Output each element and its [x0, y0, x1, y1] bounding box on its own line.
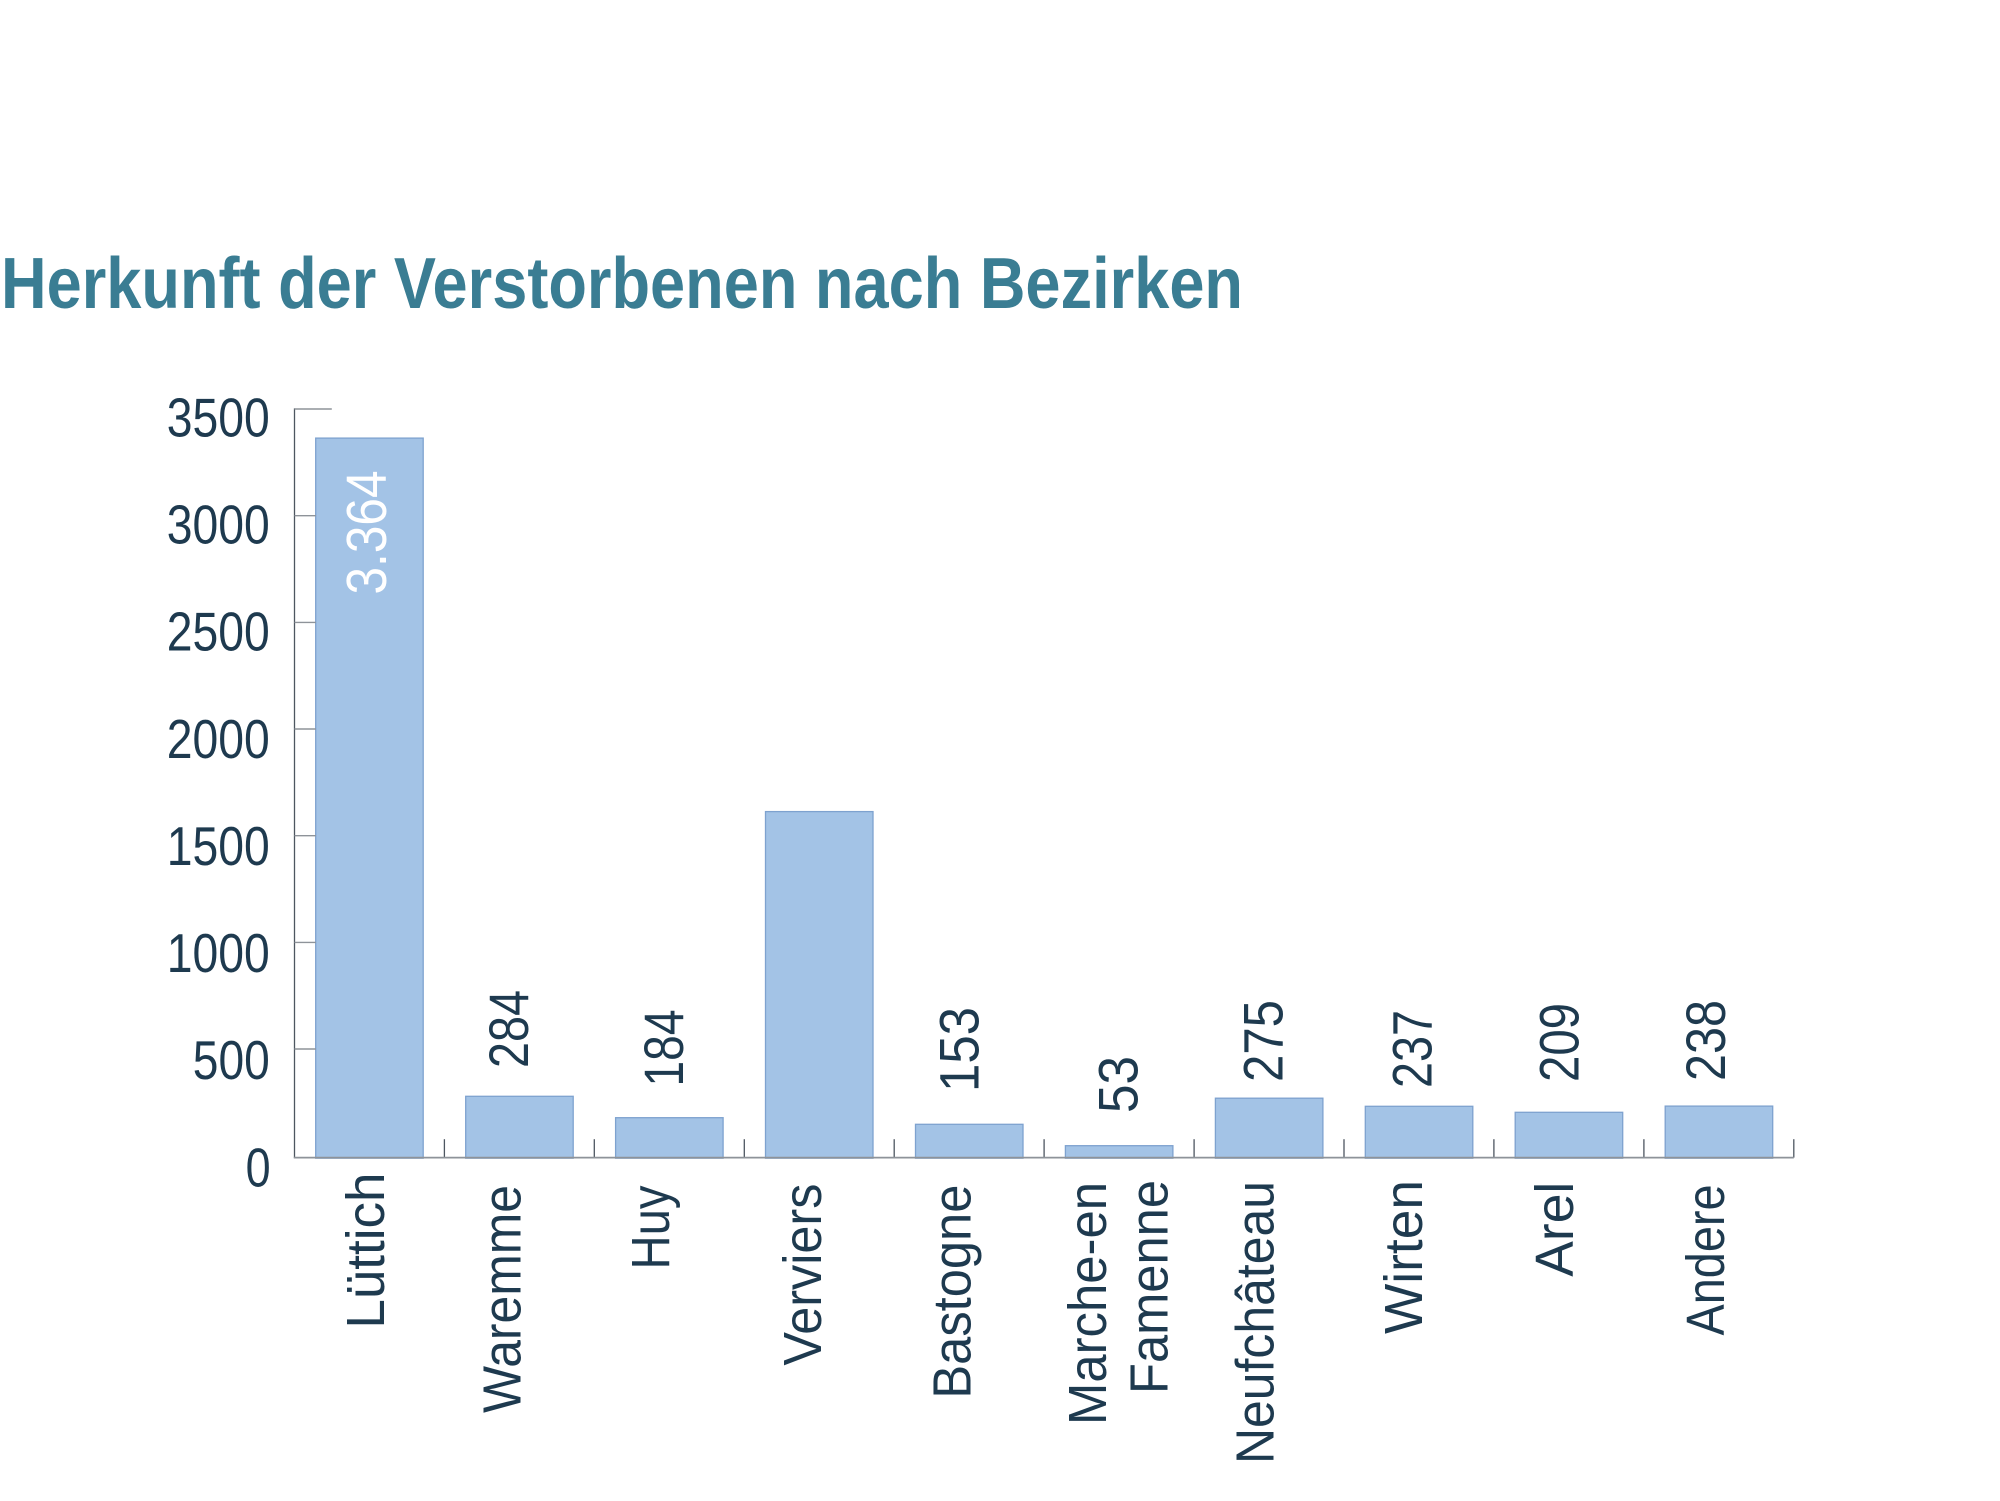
svg-text:Verviers: Verviers [774, 1184, 833, 1366]
svg-text:184: 184 [633, 1010, 695, 1087]
svg-text:1000: 1000 [167, 923, 270, 984]
svg-text:Arel: Arel [1526, 1182, 1585, 1277]
svg-text:Lüttich: Lüttich [337, 1173, 396, 1329]
svg-text:2000: 2000 [167, 709, 270, 770]
svg-text:Huy: Huy [622, 1185, 681, 1269]
svg-text:3.364: 3.364 [335, 471, 399, 595]
svg-text:1500: 1500 [167, 816, 270, 877]
svg-text:Andere: Andere [1677, 1185, 1736, 1336]
svg-text:Famenne: Famenne [1120, 1180, 1179, 1394]
svg-text:3500: 3500 [167, 387, 270, 448]
svg-text:153: 153 [929, 1007, 991, 1092]
svg-text:238: 238 [1675, 1000, 1737, 1081]
svg-text:284: 284 [478, 990, 540, 1068]
svg-text:Marche-en: Marche-en [1059, 1182, 1118, 1425]
svg-text:3000: 3000 [167, 495, 270, 556]
svg-text:Neufchâteau: Neufchâteau [1227, 1181, 1286, 1464]
svg-text:Herkunft der Verstorbenen nach: Herkunft der Verstorbenen nach Bezirken [1, 243, 1243, 324]
svg-text:500: 500 [193, 1030, 270, 1091]
svg-text:Wirten: Wirten [1375, 1180, 1434, 1334]
svg-text:209: 209 [1529, 1003, 1591, 1082]
svg-text:237: 237 [1382, 1010, 1444, 1088]
svg-text:Waremme: Waremme [474, 1185, 533, 1413]
svg-text:53: 53 [1088, 1056, 1150, 1113]
svg-text:2500: 2500 [167, 602, 270, 663]
svg-text:0: 0 [246, 1137, 271, 1198]
svg-text:Bastogne: Bastogne [923, 1185, 982, 1399]
svg-text:275: 275 [1232, 1000, 1294, 1082]
